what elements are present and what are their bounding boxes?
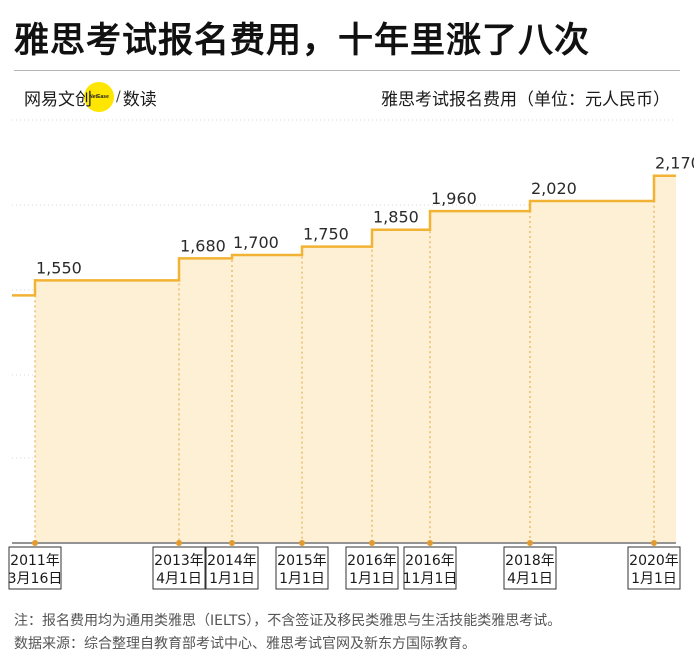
date-marker-dot	[369, 540, 375, 546]
date-marker-dot	[32, 540, 38, 546]
date-marker-dot	[299, 540, 305, 546]
x-tick-label-date: 1月1日	[631, 571, 677, 587]
unit-label: 雅思考试报名费用（单位：元人民币）	[381, 90, 670, 110]
chart-title: 雅思考试报名费用，十年里涨了八次	[14, 21, 591, 61]
brand-sub-name: 数读	[122, 89, 157, 110]
x-tick-label-year: 2013年	[154, 553, 204, 569]
x-tick-label-year: 2014年	[207, 553, 257, 569]
x-tick-label-date: 3月16日	[8, 571, 63, 587]
brand-badge-icon: NetEase	[84, 82, 114, 112]
date-marker-dot	[651, 540, 657, 546]
data-label: 1,960	[431, 189, 477, 208]
brand-logo: 网易文创 NetEase / 数读	[24, 82, 157, 112]
x-tick-label-year: 2015年	[277, 553, 327, 569]
title-divider	[14, 70, 680, 71]
x-tick-box	[152, 546, 206, 590]
area-fill	[35, 175, 676, 543]
x-tick-label-year: 2011年	[10, 553, 60, 569]
data-label: 1,550	[36, 258, 82, 277]
x-tick-label-date: 1月1日	[279, 571, 325, 587]
footnote: 注：报名费用均为通用类雅思（IELTS），不含签证及移民类雅思与生活技能类雅思考…	[14, 613, 562, 629]
series-line	[12, 174, 676, 297]
data-label: 1,700	[233, 233, 279, 252]
date-marker-dot	[527, 540, 533, 546]
x-tick-label-date: 1月1日	[349, 571, 395, 587]
x-tick-box	[627, 546, 681, 590]
brand-name: 网易文创	[24, 89, 92, 110]
data-label: 2,020	[531, 179, 577, 198]
x-tick-label-date: 4月1日	[507, 571, 553, 587]
x-tick-box	[205, 546, 259, 590]
x-tick-label-year: 2016年	[405, 553, 455, 569]
x-tick-box	[8, 546, 62, 590]
date-marker-dot	[176, 540, 182, 546]
date-marker-dot	[427, 540, 433, 546]
date-marker-dot	[229, 540, 235, 546]
x-tick-box	[403, 546, 457, 590]
brand-badge-text: NetEase	[89, 94, 109, 100]
x-tick-label-date: 4月1日	[156, 571, 202, 587]
brand-separator: /	[116, 89, 121, 105]
data-label: 2,170	[655, 154, 694, 173]
data-source: 数据来源：综合整理自教育部考试中心、雅思考试官网及新东方国际教育。	[14, 636, 476, 652]
x-tick-label-year: 2016年	[347, 553, 397, 569]
x-tick-label-year: 2020年	[629, 553, 679, 569]
x-tick-box	[345, 546, 399, 590]
x-tick-label-year: 2018年	[505, 553, 555, 569]
data-label: 1,680	[180, 236, 226, 255]
x-tick-label-date: 11月1日	[403, 571, 458, 587]
data-label: 1,850	[373, 208, 419, 227]
x-tick-label-date: 1月1日	[209, 571, 255, 587]
data-label: 1,750	[303, 225, 349, 244]
x-tick-box	[275, 546, 329, 590]
x-tick-box	[503, 546, 557, 590]
